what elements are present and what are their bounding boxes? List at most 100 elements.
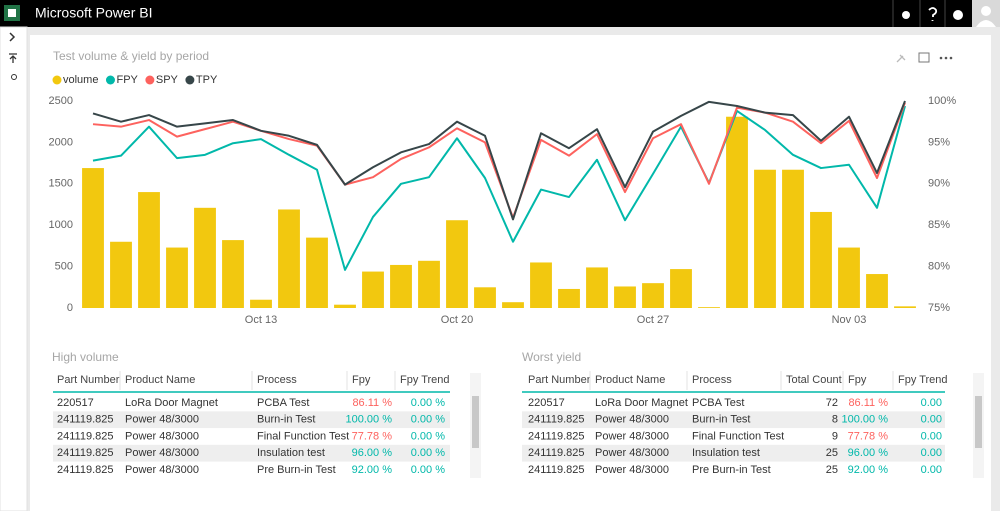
table-title: High volume <box>52 350 119 364</box>
focus-icon[interactable] <box>918 52 930 63</box>
scrollbar-thumb[interactable] <box>472 396 479 448</box>
x-tick-label: Oct 20 <box>441 314 473 326</box>
table-cell: Power 48/3000 <box>595 464 669 476</box>
x-tick-label: Oct 13 <box>245 314 277 326</box>
feedback-icon[interactable] <box>953 10 963 20</box>
table-cell: 220517 <box>528 397 565 409</box>
table-cell: PCBA Test <box>257 397 309 409</box>
table-cell: Power 48/3000 <box>125 464 199 476</box>
y2-tick-label: 85% <box>928 219 950 231</box>
avatar-head <box>981 6 991 16</box>
more-icon[interactable] <box>949 56 953 60</box>
chart-title: Test volume & yield by period <box>53 49 209 63</box>
bar <box>642 283 664 308</box>
table-cell: 0.00 % <box>411 414 445 426</box>
row-band <box>522 444 945 462</box>
y2-tick-label: 80% <box>928 261 950 273</box>
table-cell: Final Function Test <box>257 430 349 442</box>
y-tick-label: 500 <box>55 261 73 273</box>
expand-icon[interactable] <box>9 32 16 42</box>
legend-label: TPY <box>196 74 218 86</box>
table-cell: 0.00 % <box>411 464 445 476</box>
left-rail <box>0 26 28 511</box>
table-cell: LoRa Door Magnet <box>125 397 218 409</box>
bar <box>754 169 776 308</box>
search-icon[interactable] <box>11 74 17 80</box>
table-cell: Final Function Test <box>692 430 784 442</box>
avatar-body <box>976 20 996 27</box>
app-logo-mark <box>8 9 16 17</box>
line <box>92 105 906 271</box>
bar <box>82 168 104 308</box>
bar <box>474 287 496 308</box>
y-tick-label: 2000 <box>49 136 73 148</box>
x-tick-label: Oct 27 <box>637 314 669 326</box>
table-cell: 9 <box>832 430 838 442</box>
y2-tick-label: 100% <box>928 95 956 107</box>
bar <box>558 288 580 308</box>
table-cell: 0.00 <box>921 430 942 442</box>
bar <box>838 247 860 308</box>
column-header: Fpy <box>848 374 867 386</box>
table-cell: 220517 <box>57 397 94 409</box>
bar <box>166 247 188 308</box>
table-cell: 25 <box>826 447 838 459</box>
table-cell: 100.00 % <box>346 414 393 426</box>
table-cell: 241119.825 <box>57 447 113 459</box>
y2-tick-label: 75% <box>928 302 950 314</box>
bar <box>446 220 468 308</box>
help-icon[interactable] <box>928 7 938 21</box>
legend-marker <box>185 75 195 85</box>
table-cell: Insulation test <box>692 447 760 459</box>
table-cell: Pre Burn-in Test <box>692 464 771 476</box>
table-cell: 86.11 % <box>848 397 888 409</box>
x-tick-label: Nov 03 <box>832 314 867 326</box>
bar <box>222 240 244 308</box>
bar <box>278 209 300 308</box>
table-cell: 0.00 <box>921 464 942 476</box>
top-icon[interactable] <box>9 53 17 63</box>
table-cell: 0.00 <box>921 414 942 426</box>
table-cell: 0.00 <box>921 447 942 459</box>
table-cell: 77.78 % <box>352 430 393 442</box>
table-cell: 241119.825 <box>528 464 584 476</box>
pin-icon[interactable] <box>896 54 906 63</box>
bar <box>614 286 636 308</box>
bar <box>110 241 132 308</box>
table-title: Worst yield <box>522 350 581 364</box>
column-header: Product Name <box>595 374 665 386</box>
bar <box>418 260 440 308</box>
table-cell: PCBA Test <box>692 397 744 409</box>
table-cell: 0.00 % <box>411 447 445 459</box>
column-header: Fpy <box>352 374 371 386</box>
legend-marker <box>52 75 62 85</box>
column-header: Process <box>692 374 732 386</box>
settings-icon[interactable] <box>902 11 910 19</box>
y2-tick-label: 95% <box>928 136 950 148</box>
table-cell: Burn-in Test <box>257 414 316 426</box>
top-bar <box>0 0 1000 27</box>
column-header: Part Number <box>57 374 120 386</box>
legend-label: SPY <box>156 74 179 86</box>
more-icon[interactable] <box>939 56 943 60</box>
bar <box>894 306 916 308</box>
table-cell: Burn-in Test <box>692 414 751 426</box>
y-tick-label: 1000 <box>49 219 73 231</box>
table-cell: 100.00 % <box>842 414 889 426</box>
table-cell: 72 <box>826 397 838 409</box>
column-header: Fpy Trend <box>400 374 450 386</box>
bar <box>362 271 384 308</box>
table-cell: Power 48/3000 <box>125 447 199 459</box>
bar <box>726 116 748 309</box>
column-header: Product Name <box>125 374 195 386</box>
more-icon[interactable] <box>944 56 948 60</box>
table-cell: LoRa Door Magnet <box>595 397 688 409</box>
bar <box>334 304 356 308</box>
y-tick-label: 2500 <box>49 95 73 107</box>
table-cell: 86.11 % <box>352 397 392 409</box>
table-cell: 96.00 % <box>848 447 889 459</box>
app-title: Microsoft Power BI <box>35 5 152 21</box>
table-cell: Insulation test <box>257 447 325 459</box>
scrollbar-thumb[interactable] <box>975 396 982 448</box>
